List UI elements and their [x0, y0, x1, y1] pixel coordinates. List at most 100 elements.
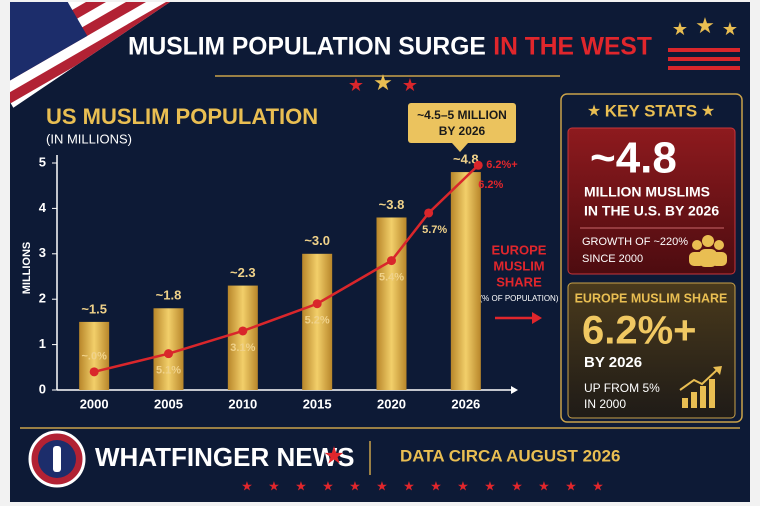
bar — [79, 321, 110, 390]
star: ★ — [430, 478, 442, 493]
callout-pointer — [452, 143, 468, 152]
bar-value-label: ~3.8 — [379, 197, 405, 212]
line-point — [89, 367, 99, 377]
bar-value-label: ~2.3 — [230, 265, 256, 280]
svg-text:★: ★ — [373, 70, 393, 95]
star: ★ — [511, 478, 523, 493]
line-point — [387, 256, 396, 266]
growth-text: SINCE 2000 — [582, 253, 643, 265]
star: ★ — [538, 478, 550, 493]
star: ★ — [587, 103, 601, 120]
line-label: SHARE — [496, 274, 542, 289]
title-stars: ★ ★ ★ ★ ★ ★ — [348, 13, 738, 95]
line-label: EUROPE — [492, 242, 547, 257]
star: ★ — [592, 478, 604, 493]
bar-value-label: ~3.0 — [304, 233, 330, 248]
line-point-label: 5.7% — [422, 224, 447, 236]
y-tick-label: 1 — [39, 336, 46, 351]
logo-hand — [53, 446, 61, 472]
x-tick-label: 2000 — [80, 396, 109, 411]
title-stripes — [668, 48, 740, 70]
x-tick-label: 2026 — [451, 396, 480, 411]
footer-note: DATA CIRCA AUGUST 2026 — [400, 446, 620, 465]
bar-value-label: ~1.8 — [156, 288, 182, 303]
line-point — [238, 326, 248, 336]
title: MUSLIM POPULATION SURGE — [128, 34, 486, 61]
star: ★ — [457, 478, 469, 493]
line-label: MUSLIM — [493, 258, 544, 273]
callout-text: ~4.5–5 MILLION — [417, 108, 507, 122]
svg-text:★: ★ — [672, 19, 688, 39]
svg-text:★: ★ — [348, 75, 364, 95]
line-point — [473, 160, 483, 170]
y-tick-label: 2 — [39, 291, 46, 306]
growth-icon — [679, 366, 722, 408]
svg-text:★: ★ — [722, 19, 738, 39]
title-highlight: IN THE WEST — [493, 34, 652, 61]
line-point-label: 6.2%+ — [486, 159, 518, 171]
stats-panel — [560, 93, 743, 423]
bar — [227, 285, 258, 390]
chart-title: US MUSLIM POPULATION — [46, 104, 318, 129]
star: ★ — [241, 478, 253, 493]
bar-value-label: ~1.5 — [81, 301, 107, 316]
bar — [376, 217, 407, 390]
us-stat-box — [567, 127, 736, 275]
y-axis-label: MILLIONS — [21, 242, 33, 295]
svg-text:★: ★ — [402, 75, 418, 95]
callout-box — [408, 103, 516, 143]
y-tick-label: 5 — [39, 154, 46, 169]
line-end-label: 6.2% — [478, 179, 503, 191]
line-point — [164, 349, 173, 359]
x-tick-label: 2015 — [303, 396, 332, 411]
star: ★ — [349, 478, 361, 493]
us-stat-text: IN THE U.S. BY 2026 — [584, 203, 719, 219]
bar — [450, 172, 481, 390]
line-label-note: (% OF POPULATION) — [480, 294, 559, 303]
x-tick-label: 2005 — [154, 396, 183, 411]
line-point-label: ~.0% — [81, 351, 107, 363]
star: ★ — [322, 478, 334, 493]
europe-stat-title: EUROPE MUSLIM SHARE — [575, 291, 728, 305]
us-stat-value: ~4.8 — [590, 134, 677, 183]
europe-from-text: IN 2000 — [584, 397, 626, 411]
star: ★ — [403, 478, 415, 493]
star: ★ — [268, 478, 280, 493]
x-tick-label: 2020 — [377, 396, 406, 411]
line-point — [312, 299, 322, 309]
people-icon — [689, 235, 727, 267]
stats-title: KEY STATS — [605, 101, 698, 120]
bar — [302, 253, 333, 390]
bar-value-label: ~4.8 — [453, 152, 479, 167]
europe-stat-box — [567, 282, 736, 419]
europe-stat-value: 6.2%+ — [582, 309, 697, 353]
line-point-label: 5.2% — [305, 315, 330, 327]
star: ★ — [565, 478, 577, 493]
callout-text: BY 2026 — [439, 124, 486, 138]
x-tick-label: 2010 — [228, 396, 257, 411]
growth-text: GROWTH OF ~220% — [582, 236, 688, 248]
svg-text:★: ★ — [695, 13, 715, 38]
europe-from-text: UP FROM 5% — [584, 381, 660, 395]
star: ★ — [701, 103, 715, 120]
star: ★ — [376, 478, 388, 493]
footer-brand: WHATFINGER NEWS — [95, 442, 355, 472]
y-tick-label: 3 — [39, 245, 46, 260]
y-tick-label: 4 — [39, 200, 47, 215]
line-point-label: 3.1% — [230, 342, 255, 354]
y-tick-label: 0 — [39, 381, 46, 396]
europe-stat-text: BY 2026 — [584, 354, 642, 371]
star: ★ — [295, 478, 307, 493]
line-point-label: 5.4% — [379, 272, 404, 284]
chart-subtitle: (IN MILLIONS) — [46, 131, 132, 146]
arrow-head — [532, 312, 542, 324]
star: ★ — [323, 442, 345, 469]
footer-stars: ★ ★ ★ ★ ★ ★ ★ ★ ★ ★ ★ ★ ★ ★ — [241, 478, 604, 493]
line-point — [424, 208, 434, 218]
line-point-label: 5.1% — [156, 365, 181, 377]
us-stat-text: MILLION MUSLIMS — [584, 184, 710, 200]
x-axis-arrow — [511, 386, 518, 394]
bar — [153, 308, 184, 390]
